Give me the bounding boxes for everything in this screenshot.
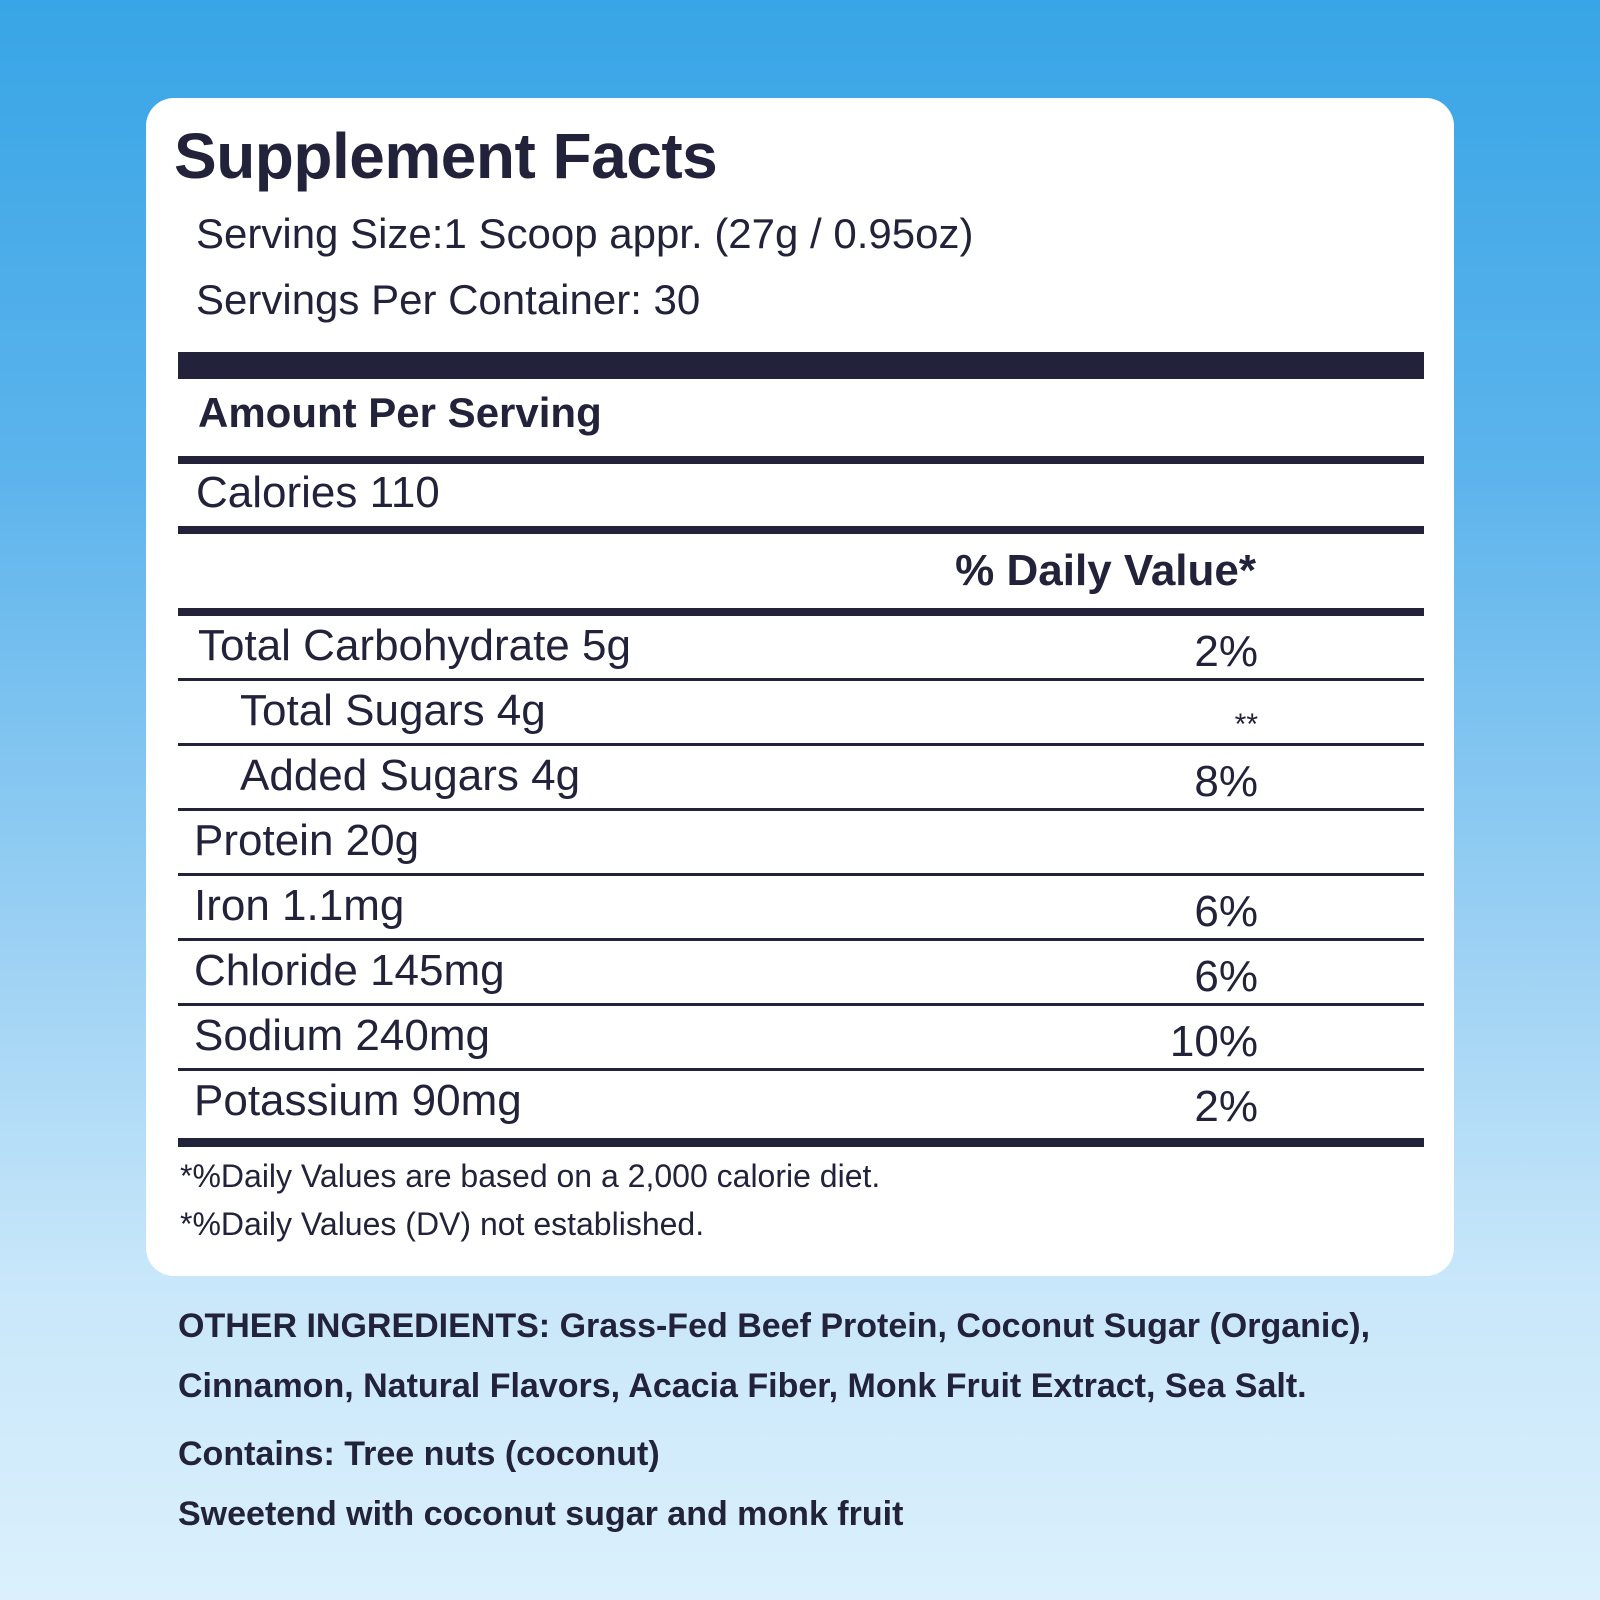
amount-per-serving-label: Amount Per Serving <box>198 389 602 436</box>
nutrient-row: Added Sugars 4g 8% <box>178 748 1424 810</box>
sweetener-statement: Sweetend with coconut sugar and monk fru… <box>178 1495 904 1533</box>
divider <box>178 678 1424 681</box>
nutrient-name: Iron 1.1mg <box>194 881 405 930</box>
footnote: *%Daily Values (DV) not established. <box>180 1206 705 1242</box>
nutrient-name: Protein 20g <box>194 816 420 865</box>
divider <box>178 456 1424 464</box>
nutrient-name: Sodium 240mg <box>194 1011 490 1060</box>
allergen-statement: Contains: Tree nuts (coconut) <box>178 1435 660 1473</box>
nutrient-daily-value: 2% <box>1194 1082 1258 1131</box>
nutrient-name: Chloride 145mg <box>194 946 505 995</box>
nutrient-name: Total Sugars 4g <box>240 686 546 735</box>
nutrient-daily-value: 2% <box>1194 627 1258 676</box>
supplement-facts-title: Supplement Facts <box>174 120 718 192</box>
divider <box>178 873 1424 876</box>
other-ingredients-line: OTHER INGREDIENTS: Grass-Fed Beef Protei… <box>178 1307 1371 1345</box>
supplement-facts-card: Supplement Facts Serving Size:1 Scoop ap… <box>146 98 1454 1276</box>
nutrient-row: Protein 20g <box>178 813 1424 875</box>
divider <box>178 1138 1424 1147</box>
nutrient-row: Total Sugars 4g ** <box>178 683 1424 745</box>
nutrient-daily-value: ** <box>1234 708 1258 741</box>
footnote: *%Daily Values are based on a 2,000 calo… <box>180 1158 881 1194</box>
divider <box>178 526 1424 534</box>
nutrient-row: Total Carbohydrate 5g 2% <box>178 618 1424 680</box>
nutrient-daily-value: 6% <box>1194 952 1258 1001</box>
servings-per-container: Servings Per Container: 30 <box>196 276 701 323</box>
divider <box>178 1068 1424 1071</box>
nutrient-row: Iron 1.1mg 6% <box>178 878 1424 940</box>
daily-value-header: % Daily Value* <box>955 546 1256 595</box>
nutrient-daily-value: 8% <box>1194 757 1258 806</box>
thick-divider <box>178 352 1424 379</box>
calories: Calories 110 <box>196 468 440 517</box>
divider <box>178 608 1424 616</box>
nutrient-name: Total Carbohydrate 5g <box>198 621 631 670</box>
nutrient-daily-value: 6% <box>1194 887 1258 936</box>
divider <box>178 808 1424 811</box>
divider <box>178 1003 1424 1006</box>
divider <box>178 743 1424 746</box>
nutrient-daily-value: 10% <box>1169 1017 1258 1066</box>
nutrient-row: Chloride 145mg 6% <box>178 943 1424 1005</box>
nutrient-name: Added Sugars 4g <box>240 751 581 800</box>
serving-size: Serving Size:1 Scoop appr. (27g / 0.95oz… <box>196 210 974 257</box>
other-ingredients-line: Cinnamon, Natural Flavors, Acacia Fiber,… <box>178 1367 1307 1405</box>
divider <box>178 938 1424 941</box>
nutrient-name: Potassium 90mg <box>194 1076 522 1125</box>
nutrient-row: Potassium 90mg 2% <box>178 1073 1424 1135</box>
nutrient-row: Sodium 240mg 10% <box>178 1008 1424 1070</box>
